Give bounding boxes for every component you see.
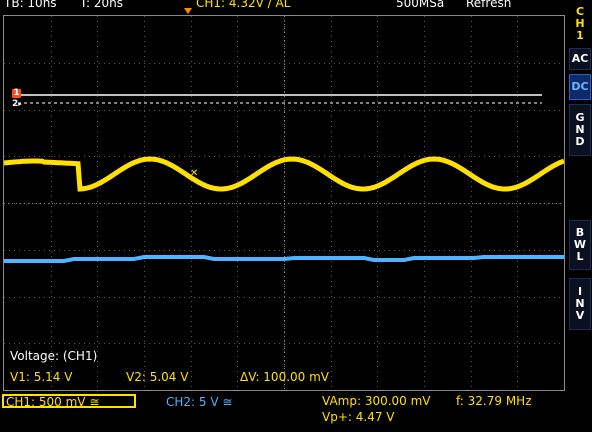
measure-vamp: VAmp: 300.00 mV	[322, 394, 431, 408]
invert-button[interactable]: I N V	[569, 278, 591, 330]
ch1-scale[interactable]: CH1: 500 mV ≅	[6, 395, 100, 409]
cursor-delta: ΔV: 100.00 mV	[240, 370, 329, 384]
ch2-ground-marker-icon[interactable]: 2▸	[12, 99, 22, 109]
waveform-canvas: ✕	[4, 16, 564, 390]
measure-vpp: Vp+: 4.47 V	[322, 410, 395, 424]
trigger-marker-icon[interactable]	[184, 8, 192, 14]
center-axes	[4, 16, 564, 390]
trigger-info[interactable]: CH1: 4.32V / AL	[196, 0, 291, 10]
ch1-trace	[4, 156, 564, 192]
timebase[interactable]: TB: 10ns	[4, 0, 57, 10]
ch2-scale[interactable]: CH2: 5 V ≅	[166, 395, 233, 409]
side-menu: C H 1 AC DC G N D B W L I N V	[567, 0, 592, 432]
coupling-dc-button[interactable]: DC	[569, 74, 591, 100]
coupling-ac-button[interactable]: AC	[569, 48, 591, 70]
ch1-setting-box[interactable]	[2, 394, 136, 408]
ch1-ground-marker-icon[interactable]: 1	[12, 89, 21, 98]
ch2-trace	[4, 255, 564, 263]
acquire-mode[interactable]: Refresh	[466, 0, 512, 10]
bottom-bar: CH1: 500 mV ≅ CH2: 5 V ≅ VAmp: 300.00 mV…	[0, 392, 592, 432]
ch2-marker-label: 2	[12, 99, 19, 109]
cursor-v1: V1: 5.14 V	[10, 370, 73, 384]
sample-rate: 500MSa	[396, 0, 445, 10]
coupling-gnd-button[interactable]: G N D	[569, 104, 591, 156]
measure-frequency: f: 32.79 MHz	[456, 394, 532, 408]
channel-indicator: C H 1	[569, 4, 591, 44]
cursor-cross-icon: ✕	[190, 168, 198, 179]
cursor-title: Voltage: (CH1)	[10, 349, 98, 363]
bandwidth-limit-button[interactable]: B W L	[569, 220, 591, 270]
trigger-time[interactable]: T: 20ns	[80, 0, 123, 10]
status-bar: TB: 10ns T: 20ns CH1: 4.32V / AL 500MSa …	[0, 0, 565, 14]
cursor-v2: V2: 5.04 V	[126, 370, 189, 384]
ch1-marker-label: 1	[13, 88, 20, 98]
waveform-display[interactable]: ✕ 1 2▸ Voltage: (CH1) V1: 5.14 V V2: 5.0…	[3, 15, 565, 391]
